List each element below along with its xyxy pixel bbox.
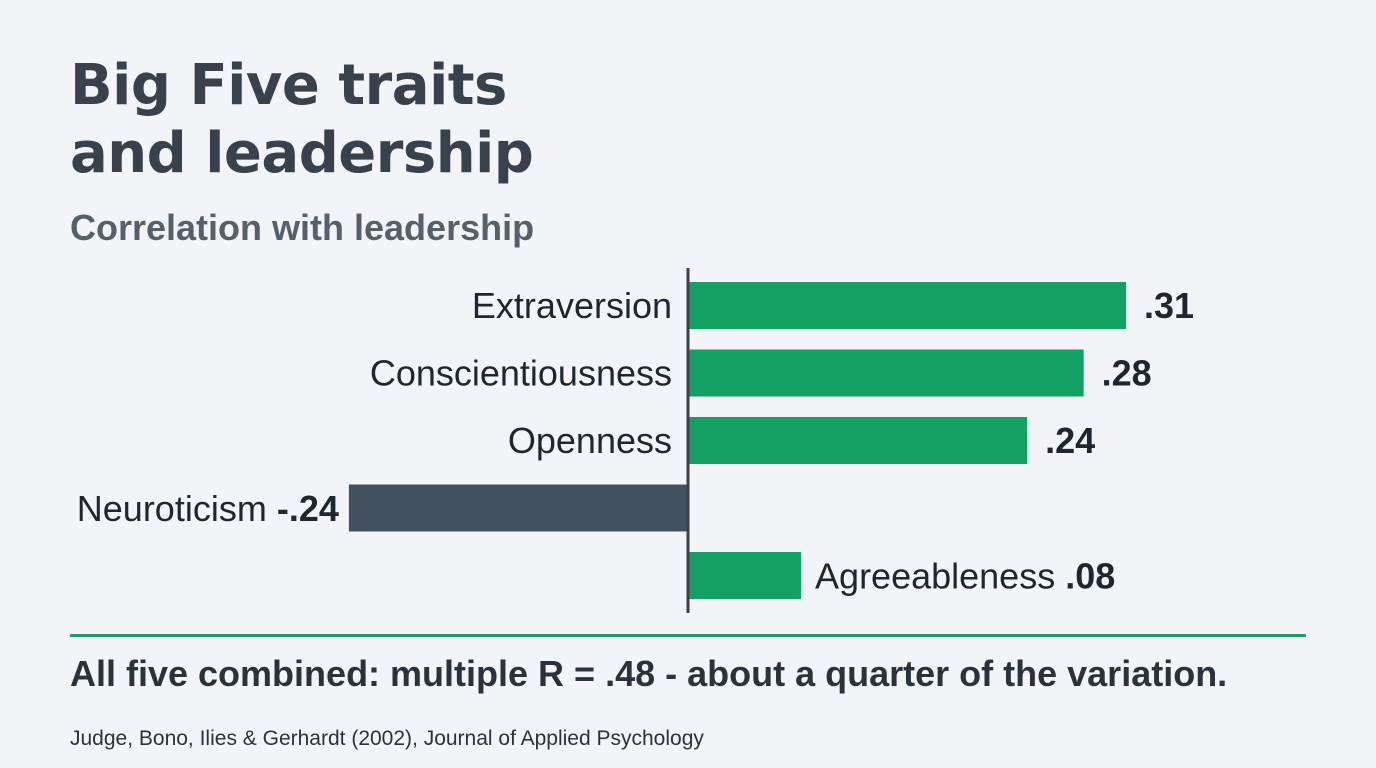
bar-openness (688, 417, 1028, 464)
category-name-neuroticism: Neuroticism (77, 488, 277, 529)
category-label-conscientiousness: Conscientiousness (370, 353, 672, 394)
chart-title-line-1: Big Five traits (70, 53, 507, 118)
bar-chart: Extraversion .31 Conscientiousness .28 Openn… (77, 268, 1194, 613)
chart-subtitle: Correlation with leadership (70, 207, 535, 248)
value-label-extraversion: .31 (1144, 285, 1194, 326)
takeaway-text: All five combined: multiple R = .48 - ab… (70, 653, 1228, 694)
bar-agreeableness (688, 552, 802, 599)
value-label-conscientiousness: .28 (1102, 353, 1152, 394)
value-label-neuroticism: -.24 (277, 488, 339, 529)
bar-conscientiousness (688, 349, 1084, 397)
value-label-agreeableness: .08 (1065, 555, 1115, 596)
chart-title-line-2: and leadership (70, 121, 534, 186)
category-label-extraversion: Extraversion (472, 285, 672, 326)
value-label-openness: .24 (1045, 420, 1095, 461)
divider-rule (70, 634, 1306, 637)
source-citation: Judge, Bono, Ilies & Gerhardt (2002), Jo… (70, 727, 704, 750)
chart-title: Big Five traits and leadership (70, 52, 534, 188)
bar-neuroticism (348, 484, 688, 532)
category-label-agreeableness: Agreeableness .08 (815, 555, 1115, 596)
category-name-agreeableness: Agreeableness (815, 555, 1065, 596)
category-label-openness: Openness (508, 420, 672, 461)
bar-extraversion (688, 282, 1127, 329)
category-label-neuroticism: Neuroticism -.24 (77, 488, 339, 529)
